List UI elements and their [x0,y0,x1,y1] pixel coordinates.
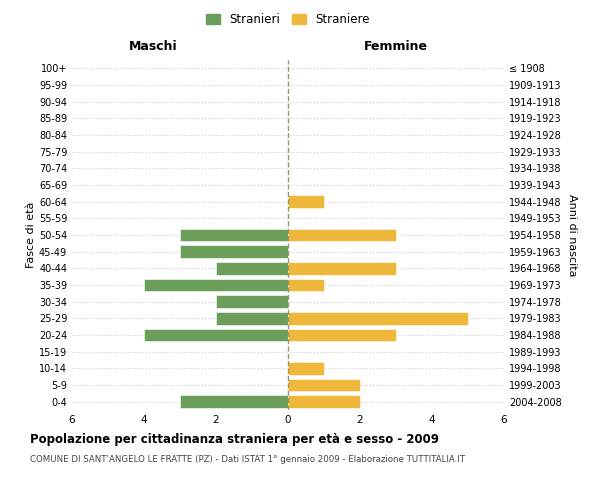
Text: Maschi: Maschi [128,40,178,52]
Text: Femmine: Femmine [364,40,428,52]
Bar [180,246,288,258]
Legend: Stranieri, Straniere: Stranieri, Straniere [201,8,375,31]
Bar [144,329,288,341]
Bar [288,229,396,241]
Text: COMUNE DI SANT'ANGELO LE FRATTE (PZ) - Dati ISTAT 1° gennaio 2009 - Elaborazione: COMUNE DI SANT'ANGELO LE FRATTE (PZ) - D… [30,455,465,464]
Bar [180,229,288,241]
Bar [288,396,360,408]
Y-axis label: Fasce di età: Fasce di età [26,202,36,268]
Bar [288,379,360,391]
Bar [288,262,396,274]
Bar [144,279,288,291]
Bar [216,296,288,308]
Bar [288,196,324,208]
Text: Popolazione per cittadinanza straniera per età e sesso - 2009: Popolazione per cittadinanza straniera p… [30,432,439,446]
Bar [288,362,324,374]
Y-axis label: Anni di nascita: Anni di nascita [567,194,577,276]
Bar [288,312,468,324]
Bar [288,279,324,291]
Bar [216,262,288,274]
Bar [288,329,396,341]
Bar [216,312,288,324]
Bar [180,396,288,408]
